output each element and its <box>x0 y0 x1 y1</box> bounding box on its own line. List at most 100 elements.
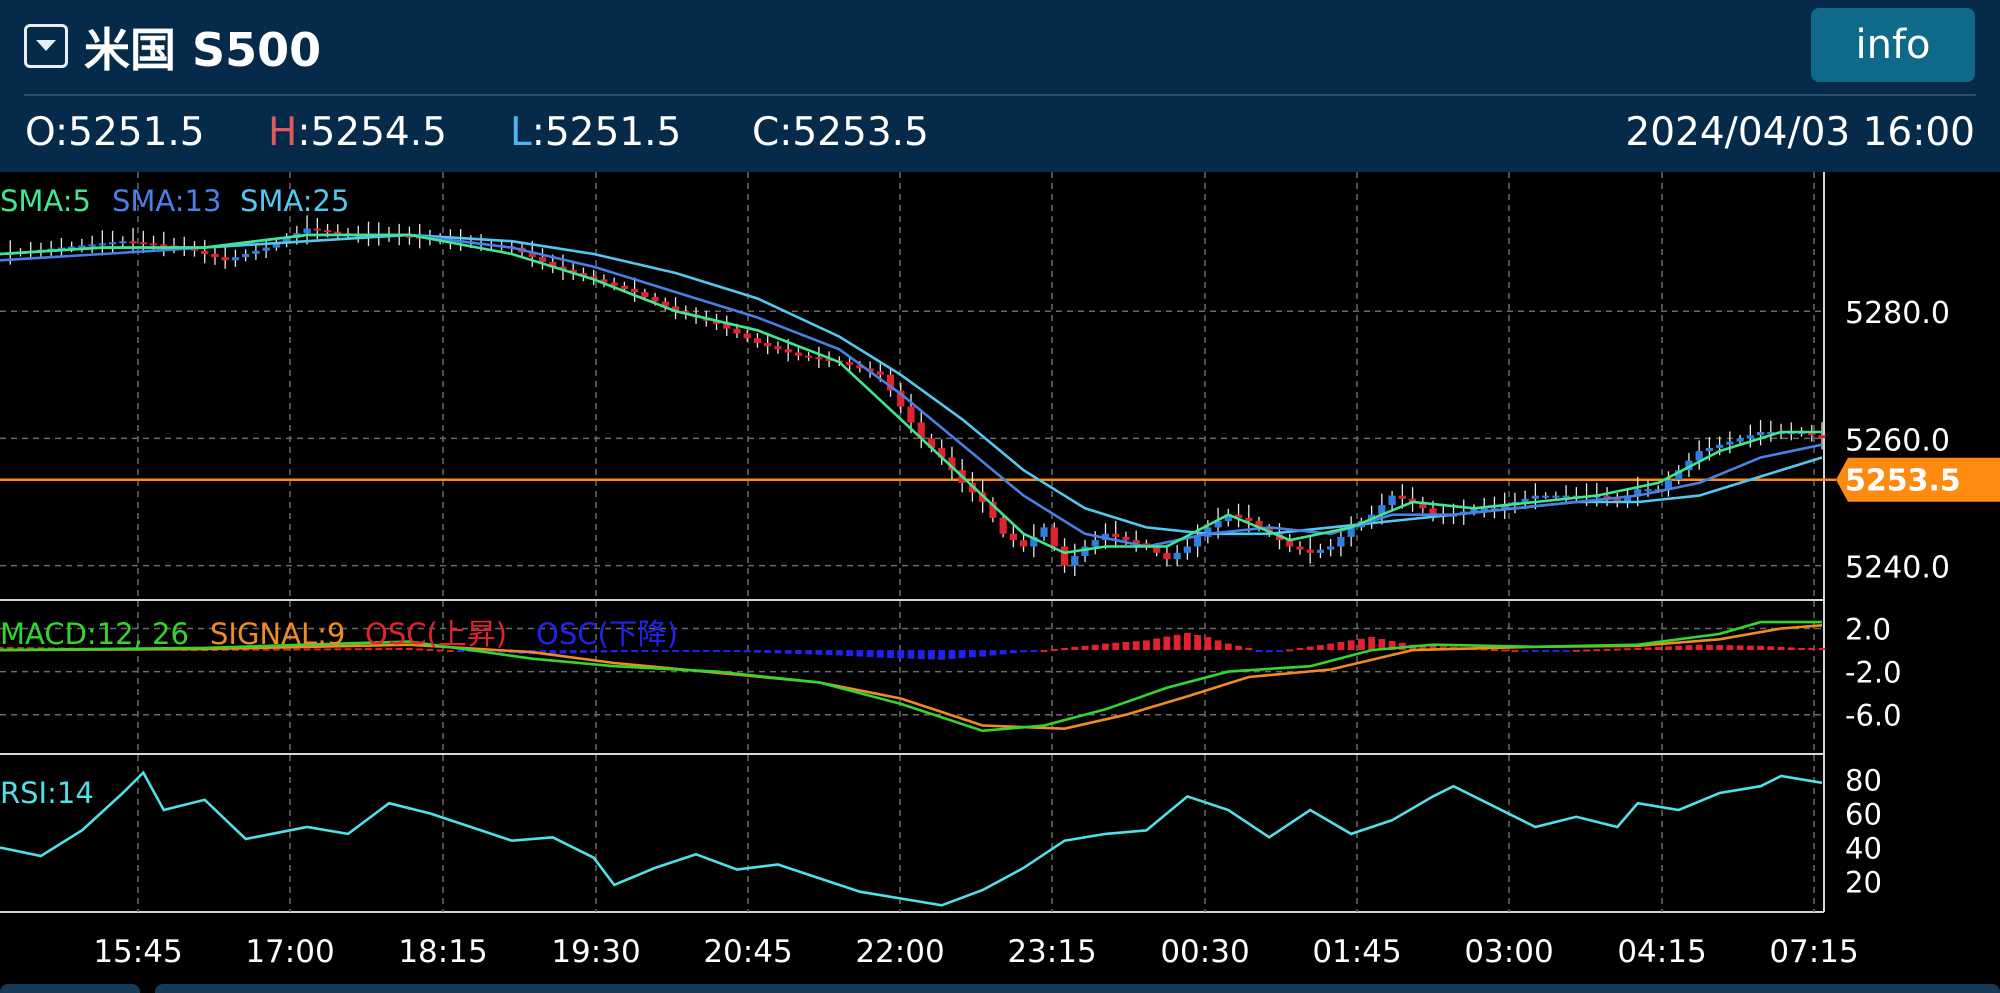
osc-bar <box>252 648 260 651</box>
osc-bar <box>283 648 291 651</box>
price-chart[interactable]: 15:45 17:00 18:15 19:30 20:45 22:00 23:15 00:30… <box>0 172 2000 976</box>
osc-bar <box>1808 647 1816 651</box>
low-value: :5251.5 <box>531 110 682 155</box>
price-tick-label: 5280.0 <box>1845 296 1950 331</box>
osc-bar <box>1511 650 1519 653</box>
osc-bar <box>303 648 311 651</box>
bottom-tab-right[interactable] <box>155 984 2000 993</box>
candle-body <box>1634 489 1642 496</box>
osc-bar <box>1081 645 1089 651</box>
candlestick <box>1552 491 1560 500</box>
osc-bar <box>979 650 987 657</box>
candle-body <box>1685 460 1693 471</box>
osc-bar <box>1317 645 1324 651</box>
candlestick <box>1296 541 1304 555</box>
current-price-label: 5253.5 <box>1845 464 1961 499</box>
candle-body <box>262 247 270 251</box>
osc-bar <box>416 648 424 651</box>
candle-body <box>88 244 96 247</box>
symbol-dropdown-button[interactable] <box>24 24 68 68</box>
candlestick <box>805 352 813 361</box>
candle-body <box>1071 556 1079 566</box>
candle-body <box>1040 527 1048 537</box>
candle-body <box>651 296 659 302</box>
x-tick-label: 18:15 <box>398 934 487 970</box>
osc-bar <box>1347 640 1355 651</box>
osc-bar <box>917 650 925 660</box>
osc-bar <box>754 650 761 653</box>
candle-body <box>1327 546 1335 550</box>
candle-body <box>948 457 956 471</box>
osc-bar <box>1746 645 1754 651</box>
osc-bar <box>293 648 301 651</box>
candle-body <box>1542 495 1550 498</box>
macd-tick-label: 2.0 <box>1845 613 1891 647</box>
osc-bar <box>1757 645 1764 651</box>
candle-body <box>897 390 905 407</box>
osc-bar <box>1061 647 1068 651</box>
candle-body <box>68 246 76 249</box>
candlestick <box>221 247 229 269</box>
candlestick <box>1408 487 1417 512</box>
osc-bar <box>764 650 772 653</box>
osc-bar <box>1613 648 1621 651</box>
osc-bar <box>1132 641 1140 651</box>
candle-body <box>559 266 567 270</box>
osc-bar <box>1357 638 1365 651</box>
osc-bar <box>692 650 700 653</box>
osc-bar <box>1634 647 1642 651</box>
osc-bar <box>426 649 434 651</box>
candle-body <box>1767 432 1775 435</box>
candle-body <box>1234 514 1243 518</box>
candle-body <box>334 231 342 234</box>
candle-body <box>1746 435 1754 439</box>
osc-bar <box>713 650 720 653</box>
osc-bar <box>835 650 843 656</box>
candle-body <box>78 245 86 248</box>
candlestick <box>989 497 997 523</box>
candlestick <box>886 367 895 397</box>
osc-bar <box>887 650 894 658</box>
osc-bar <box>1706 644 1713 651</box>
candle-body <box>323 230 332 233</box>
osc-bar <box>1501 649 1509 652</box>
candle-body <box>1675 470 1683 480</box>
macd-legend-item: SIGNAL:9 <box>210 617 345 651</box>
osc-bar <box>375 648 383 651</box>
current-price-marker <box>1836 457 2000 502</box>
candle-body <box>1552 495 1560 498</box>
candle-body <box>1019 540 1028 547</box>
candle-body <box>1347 527 1355 537</box>
symbol-header: 米国 S500 info O:5251.5 H:5254.5 L:5251.5 … <box>0 0 2000 172</box>
osc-bar <box>682 650 690 653</box>
candle-body <box>1408 498 1417 502</box>
rsi-tick-label: 40 <box>1845 831 1882 865</box>
candle-body <box>1818 435 1826 439</box>
osc-bar <box>365 648 372 651</box>
candlestick <box>1173 545 1181 567</box>
candle-body <box>712 320 721 324</box>
osc-bar <box>1603 648 1611 651</box>
osc-bar <box>1183 632 1191 651</box>
osc-bar <box>1665 646 1672 651</box>
candlestick <box>723 315 731 336</box>
candlestick <box>917 411 925 449</box>
osc-bar <box>1153 638 1161 651</box>
candle-body <box>405 235 414 238</box>
osc-bar <box>406 647 413 651</box>
osc-bar <box>989 650 997 656</box>
osc-bar <box>1654 646 1662 651</box>
candle-body <box>1695 451 1703 461</box>
osc-bar <box>1224 643 1232 651</box>
bottom-tab-left[interactable] <box>0 984 140 993</box>
candlestick <box>1542 492 1550 499</box>
candlestick <box>774 341 782 354</box>
info-button[interactable]: info <box>1811 8 1975 82</box>
osc-bar <box>907 650 915 659</box>
candlestick <box>303 215 311 245</box>
osc-bar <box>651 650 659 653</box>
candle-body <box>1337 536 1345 547</box>
candlestick <box>907 393 915 434</box>
candlestick <box>1183 538 1191 560</box>
candlestick <box>47 240 55 257</box>
